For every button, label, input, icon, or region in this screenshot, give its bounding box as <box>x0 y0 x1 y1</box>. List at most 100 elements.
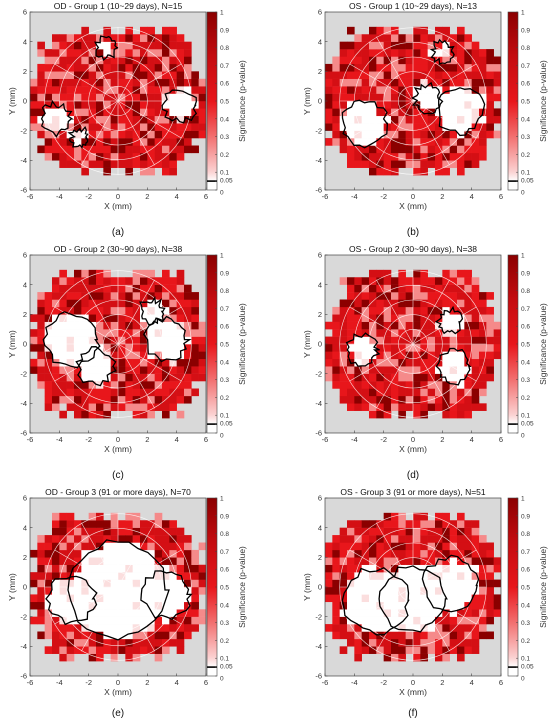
x-tick-label: 0 <box>116 678 120 687</box>
colorbar-tick-label: 0.2 <box>220 638 229 645</box>
y-tick-label: -2 <box>315 612 322 621</box>
contour-line <box>45 575 98 626</box>
colorbar-tick-label: 0.8 <box>521 45 530 52</box>
colorbar-tick-label: 0.8 <box>220 531 229 538</box>
colorbar-tick-label: 0.9 <box>521 270 530 277</box>
x-tick-label: -4 <box>351 435 358 444</box>
colorbar-tick-label: 0.2 <box>521 152 530 159</box>
x-tick-label: 4 <box>175 678 179 687</box>
panel-caption: (e) <box>112 708 124 719</box>
colorbar-tick-label: 0.1 <box>521 170 530 177</box>
panel-c: -6 -4 -2 0 2 4 6 6 4 2 0 -2 -4 -6 X (mm) Y (mm) OD - Gro… <box>7 244 247 481</box>
colorbar-tick-label: 0.3 <box>220 134 229 141</box>
y-tick-label: -2 <box>20 369 27 378</box>
x-axis-label: X (mm) <box>104 687 132 697</box>
x-tick-label: -4 <box>56 192 63 201</box>
colorbar-tick-label: 0.7 <box>220 306 229 313</box>
x-axis-label: X (mm) <box>399 444 427 454</box>
x-tick-label: -4 <box>56 678 63 687</box>
y-tick-label: -6 <box>315 672 322 681</box>
colorbar: 1 0.9 0.8 0.7 0.6 0.5 0.4 0.3 0.2 0.10.05 0 Signifi… <box>507 10 548 197</box>
y-tick-label: 2 <box>318 67 322 76</box>
y-tick-label: 0 <box>318 340 322 349</box>
polar-grid <box>44 512 192 662</box>
y-tick-label: 0 <box>23 583 27 592</box>
panel-d: -6 -4 -2 0 2 4 6 6 4 2 0 -2 -4 -6 X (mm) Y (mm) OS - Gro… <box>302 244 548 481</box>
contour-line <box>434 305 464 335</box>
colorbar-tick-label: 0.5 <box>220 342 229 349</box>
colorbar-tick-label: 0.8 <box>521 288 530 295</box>
colorbar-tick-label: 1 <box>521 496 525 503</box>
colorbar-tick-label: 0.7 <box>220 549 229 556</box>
colorbar-tick-label: 0.05 <box>521 178 534 185</box>
colorbar-label: Significance (p-value) <box>538 546 548 628</box>
y-tick-label: -6 <box>315 429 322 438</box>
y-tick-label: 4 <box>23 280 27 289</box>
colorbar-tick-label: 0.6 <box>521 567 530 574</box>
x-tick-label: -2 <box>380 678 387 687</box>
y-tick-label: 4 <box>23 523 27 532</box>
colorbar-tick-label: 0 <box>521 190 525 197</box>
colorbar-tick-label: 0 <box>220 676 224 683</box>
colorbar-tick-label: 1 <box>220 253 224 260</box>
y-tick-label: 2 <box>318 310 322 319</box>
x-tick-label: -4 <box>351 678 358 687</box>
colorbar-tick-label: 0.4 <box>220 359 229 366</box>
colorbar-tick-label: 0.7 <box>521 63 530 70</box>
colorbar-tick-label: 0.3 <box>220 377 229 384</box>
y-tick-label: -2 <box>315 126 322 135</box>
contour-line <box>410 81 444 115</box>
colorbar-tick-label: 0.4 <box>521 602 530 609</box>
y-tick-label: 0 <box>318 97 322 106</box>
colorbar-tick-label: 0.9 <box>521 513 530 520</box>
y-tick-label: -4 <box>20 156 27 165</box>
y-tick-label: 4 <box>23 37 27 46</box>
x-axis-label: X (mm) <box>399 201 427 211</box>
x-tick-label: 4 <box>175 192 179 201</box>
y-tick-label: 6 <box>318 494 322 503</box>
colorbar-tick-label: 0.4 <box>220 116 229 123</box>
colorbar-tick-label: 0.2 <box>521 638 530 645</box>
contour-line <box>378 565 448 633</box>
y-tick-label: -2 <box>20 126 27 135</box>
y-axis-label: Y (mm) <box>302 87 312 115</box>
colorbar-tick-label: 0.05 <box>220 664 233 671</box>
y-axis-label: Y (mm) <box>7 573 17 601</box>
panel-e: -6 -4 -2 0 2 4 6 6 4 2 0 -2 -4 -6 X (mm) Y (mm) OD - Gro… <box>7 487 247 719</box>
contour-line <box>435 347 472 386</box>
colorbar-tick-label: 0.5 <box>521 342 530 349</box>
chart-title: OS - Group 1 (10~29 days), N=13 <box>349 1 477 11</box>
x-axis-label: X (mm) <box>399 687 427 697</box>
x-tick-label: -4 <box>351 192 358 201</box>
contour-line <box>161 89 198 124</box>
y-tick-label: 2 <box>23 67 27 76</box>
x-tick-label: -2 <box>85 435 92 444</box>
x-tick-label: 0 <box>411 192 415 201</box>
colorbar-tick-label: 0.9 <box>521 27 530 34</box>
y-tick-label: -4 <box>20 642 27 651</box>
colorbar-tick-label: 0.5 <box>521 99 530 106</box>
y-tick-label: -2 <box>20 612 27 621</box>
polar-grid <box>339 269 487 419</box>
y-tick-label: -6 <box>20 672 27 681</box>
contour-line <box>142 315 192 363</box>
y-tick-label: -4 <box>315 642 322 651</box>
panel-f: -6 -4 -2 0 2 4 6 6 4 2 0 -2 -4 -6 X (mm) Y (mm) OS - Gro… <box>302 487 548 719</box>
heatmap <box>30 512 206 662</box>
colorbar-tick-label: 0.9 <box>220 27 229 34</box>
y-tick-label: 0 <box>318 583 322 592</box>
x-tick-label: 6 <box>204 192 208 201</box>
x-tick-label: 2 <box>440 678 444 687</box>
x-tick-label: 0 <box>116 192 120 201</box>
x-tick-label: 4 <box>470 678 474 687</box>
y-axis-label: Y (mm) <box>7 87 17 115</box>
colorbar-tick-label: 0.5 <box>220 99 229 106</box>
contour-line <box>429 38 455 65</box>
colorbar-tick-label: 0.6 <box>220 81 229 88</box>
y-tick-label: 6 <box>318 8 322 17</box>
y-axis-label: Y (mm) <box>7 330 17 358</box>
y-tick-label: 0 <box>23 340 27 349</box>
colorbar-tick-label: 0.2 <box>220 152 229 159</box>
y-axis-label: Y (mm) <box>302 573 312 601</box>
y-tick-label: -6 <box>315 186 322 195</box>
